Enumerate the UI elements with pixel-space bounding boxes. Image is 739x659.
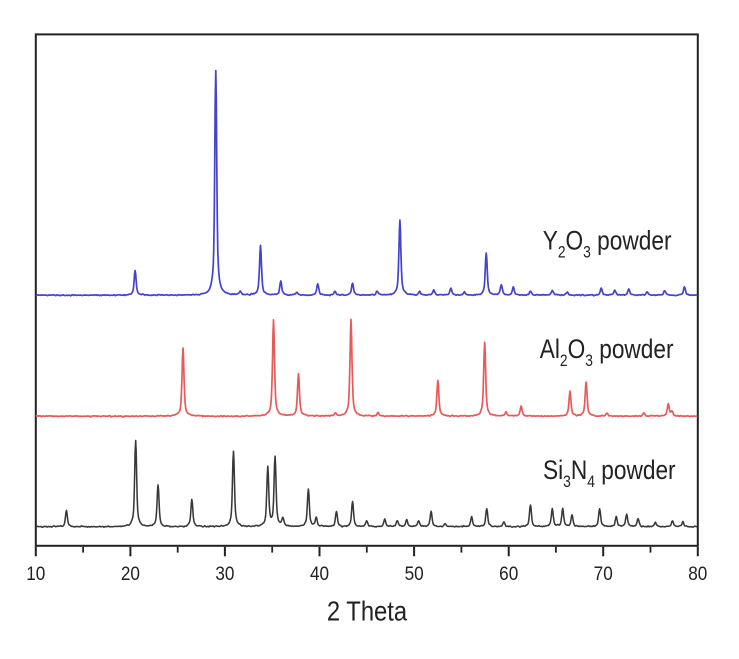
svg-text:60: 60 [499,562,518,584]
svg-text:80: 80 [688,562,707,584]
svg-text:10: 10 [26,562,45,584]
svg-text:20: 20 [121,562,140,584]
svg-text:40: 40 [310,562,329,584]
svg-text:30: 30 [215,562,234,584]
svg-text:50: 50 [405,562,424,584]
svg-text:70: 70 [594,562,613,584]
svg-text:2 Theta: 2 Theta [327,594,408,626]
